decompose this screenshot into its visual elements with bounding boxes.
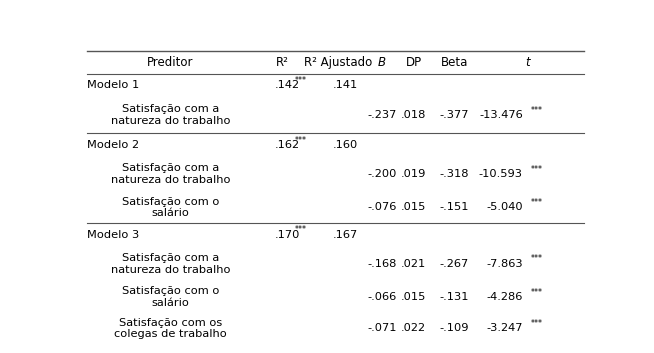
Text: Modelo 3: Modelo 3 [87, 230, 139, 240]
Text: -.151: -.151 [439, 203, 469, 213]
Text: -.076: -.076 [367, 203, 396, 213]
Text: -.071: -.071 [367, 323, 396, 334]
Text: -10.593: -10.593 [479, 169, 523, 179]
Text: .022: .022 [401, 323, 426, 334]
Text: -7.863: -7.863 [486, 259, 523, 269]
Text: .015: .015 [401, 292, 426, 302]
Text: .015: .015 [401, 203, 426, 213]
Text: -13.476: -13.476 [479, 110, 523, 120]
Text: Satisfação com a
natureza do trabalho: Satisfação com a natureza do trabalho [111, 163, 230, 185]
Text: Modelo 1: Modelo 1 [87, 80, 139, 90]
Text: -.066: -.066 [367, 292, 396, 302]
Text: .160: .160 [333, 140, 358, 150]
Text: -.168: -.168 [367, 259, 396, 269]
Text: .170: .170 [275, 230, 300, 240]
Text: .019: .019 [401, 169, 426, 179]
Text: Preditor: Preditor [147, 55, 194, 68]
Text: -.109: -.109 [439, 323, 469, 334]
Text: ***: *** [530, 255, 542, 263]
Text: .142: .142 [275, 80, 300, 90]
Text: .167: .167 [333, 230, 358, 240]
Text: -.131: -.131 [439, 292, 469, 302]
Text: .021: .021 [401, 259, 426, 269]
Text: .162: .162 [275, 140, 300, 150]
Text: Satisfação com os
colegas de trabalho: Satisfação com os colegas de trabalho [114, 318, 227, 339]
Text: -3.247: -3.247 [486, 323, 523, 334]
Text: -4.286: -4.286 [487, 292, 523, 302]
Text: ***: *** [295, 136, 307, 145]
Text: -.200: -.200 [367, 169, 396, 179]
Text: ***: *** [530, 288, 542, 297]
Text: Satisfação com o
salário: Satisfação com o salário [122, 197, 219, 218]
Text: .018: .018 [401, 110, 426, 120]
Text: Satisfação com o
salário: Satisfação com o salário [122, 286, 219, 308]
Text: R² Ajustado: R² Ajustado [303, 55, 372, 68]
Text: ***: *** [530, 319, 542, 328]
Text: -5.040: -5.040 [486, 203, 523, 213]
Text: Modelo 2: Modelo 2 [87, 140, 139, 150]
Text: Satisfação com a
natureza do trabalho: Satisfação com a natureza do trabalho [111, 104, 230, 126]
Text: -.267: -.267 [439, 259, 469, 269]
Text: B: B [378, 55, 386, 68]
Text: ***: *** [295, 225, 307, 234]
Text: -.377: -.377 [439, 110, 469, 120]
Text: ***: *** [530, 165, 542, 174]
Text: -.237: -.237 [367, 110, 396, 120]
Text: t: t [525, 55, 530, 68]
Text: ***: *** [530, 106, 542, 115]
Text: -.318: -.318 [439, 169, 469, 179]
Text: .141: .141 [333, 80, 358, 90]
Text: ***: *** [295, 76, 307, 85]
Text: R²: R² [275, 55, 288, 68]
Text: DP: DP [405, 55, 422, 68]
Text: Beta: Beta [441, 55, 468, 68]
Text: ***: *** [530, 198, 542, 207]
Text: Satisfação com a
natureza do trabalho: Satisfação com a natureza do trabalho [111, 253, 230, 275]
